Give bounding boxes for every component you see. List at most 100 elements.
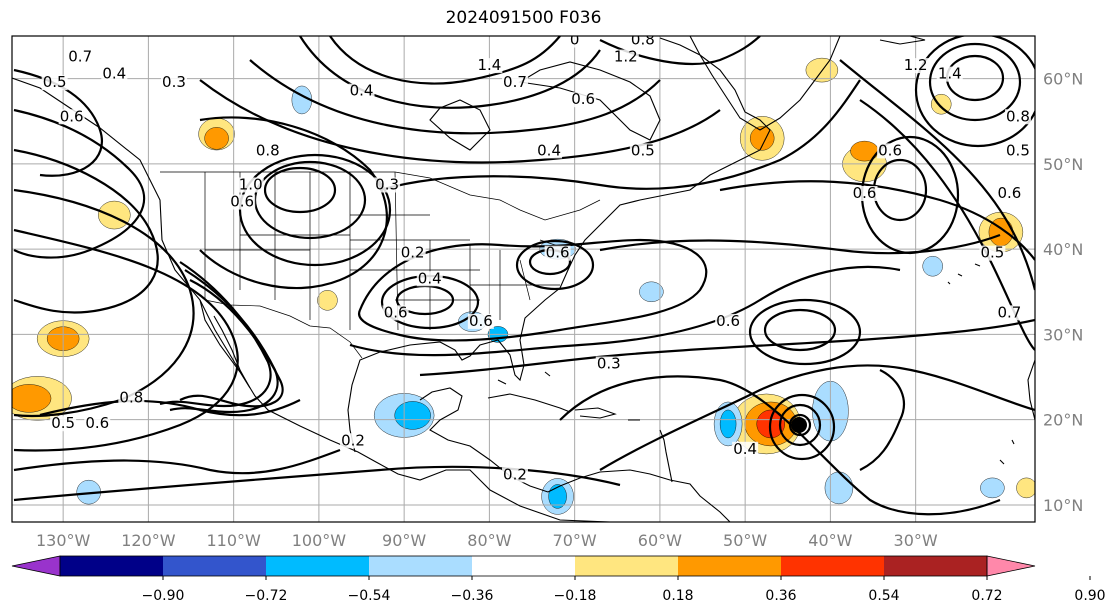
- coastline-north-america: [12, 37, 771, 522]
- contour-label-halo: [902, 58, 929, 74]
- colorbar-tick-label: 0.36: [765, 588, 796, 604]
- contour-label-halo: [58, 109, 85, 125]
- colorbar-tick-label: 0.72: [971, 588, 1002, 604]
- contour-label: 0.5: [51, 414, 75, 432]
- contour-label-halo: [348, 83, 375, 99]
- contour-label: 0.4: [537, 141, 561, 159]
- contour-label: 0.8: [631, 31, 655, 49]
- contour-label: 0.6: [571, 90, 595, 108]
- contour-line: [559, 375, 1001, 516]
- contour-label: 0.3: [375, 175, 399, 193]
- contour-label-halo: [979, 245, 1006, 261]
- contour-label-halo: [996, 305, 1023, 321]
- colorbar-outline: [59, 555, 988, 577]
- contour-label: 0.6: [230, 193, 254, 211]
- contour-line: [763, 308, 837, 352]
- contour-label: 1.2: [904, 56, 928, 74]
- colorbar-bin: [884, 556, 987, 576]
- contour-line: [13, 448, 341, 475]
- contour-label: 0.2: [401, 244, 425, 262]
- anomaly-patch: [317, 290, 338, 311]
- contour-line: [299, 36, 601, 109]
- colorbar-bin: [575, 556, 678, 576]
- contour-line: [13, 188, 195, 418]
- contour-label: 0.5: [1006, 141, 1030, 159]
- latitude-label: 50°N: [1043, 155, 1083, 174]
- colorbar-extend-low: [11, 555, 61, 577]
- contour-label: 0.4: [418, 269, 442, 287]
- contour-label: 1.2: [614, 48, 638, 66]
- contour-label: 0.6: [384, 303, 408, 321]
- contour-label: 0.5: [980, 244, 1004, 262]
- colorbar-bin: [163, 556, 266, 576]
- anomaly-patch: [824, 471, 854, 505]
- colorbar-tick-labels: −0.90 −0.72 −0.54 −0.36 −0.18 0.18 0.36 0.54 0.7…: [142, 576, 1105, 604]
- contour-label-halo: [996, 186, 1023, 201]
- colorbar-tick-label: −0.72: [245, 588, 288, 604]
- colorbar-bin: [369, 556, 472, 576]
- anomaly-patch: [719, 409, 737, 439]
- anomaly-patch: [394, 401, 431, 430]
- latitude-label: 10°N: [1043, 496, 1083, 515]
- contour-line: [13, 108, 146, 259]
- latitude-label: 40°N: [1043, 240, 1083, 259]
- anomaly-patch: [922, 256, 943, 277]
- latitude-label: 60°N: [1043, 70, 1083, 89]
- latitude-label: 30°N: [1043, 325, 1083, 344]
- contour-label-halo: [67, 49, 94, 65]
- longitude-label: 60°W: [638, 531, 682, 550]
- latitude-labels: 10°N 20°N 30°N 40°N 50°N 60°N: [1043, 70, 1083, 515]
- contour-label-halo: [416, 271, 443, 287]
- longitude-label: 130°W: [36, 531, 91, 550]
- contour-line: [515, 239, 595, 291]
- anomaly-patch: [931, 94, 952, 115]
- contour-label: 0.4: [102, 65, 126, 83]
- longitude-label: 110°W: [206, 531, 261, 550]
- contour-line: [599, 364, 1035, 471]
- contour-line: [914, 36, 1035, 148]
- contour-line: [379, 79, 861, 192]
- anomaly-patch: [98, 200, 131, 230]
- contour-label-halo: [467, 313, 494, 329]
- contour-label: 0.6: [997, 184, 1021, 202]
- contour-label: 0.4: [350, 82, 374, 100]
- colorbar-bin: [678, 556, 781, 576]
- contour-label: 0.7: [503, 73, 527, 91]
- anomaly-patch: [639, 281, 664, 302]
- contour-line: [419, 318, 1035, 377]
- contour-label-halo: [715, 313, 742, 329]
- contour-label: 0.5: [631, 141, 655, 159]
- contour-label-layer: 0.70.30.40.50.60.41.40.70 0.81.20.60.50.4…: [41, 31, 1031, 483]
- contour-label-halo: [732, 441, 759, 457]
- colorbar: [11, 555, 1036, 577]
- contour-line: [199, 79, 721, 164]
- contour-line: [13, 465, 621, 502]
- contour-label-halo: [50, 416, 77, 432]
- contour-label-halo: [118, 390, 145, 406]
- cyclone-center-marker: [791, 417, 807, 433]
- contour-label: 0.2: [341, 431, 365, 449]
- contour-label: 0.6: [878, 141, 902, 159]
- colorbar-bin: [781, 556, 884, 576]
- contour-line: [748, 298, 862, 366]
- contour-label: 0.8: [256, 141, 280, 159]
- contour-label-halo: [570, 92, 597, 108]
- contour-line: [859, 369, 905, 471]
- contour-label-halo: [1004, 143, 1031, 159]
- contour-label: 0: [570, 31, 580, 49]
- contour-label: 1.4: [477, 56, 501, 74]
- colorbar-tick-label: −0.36: [451, 588, 494, 604]
- contour-label-halo: [101, 66, 128, 82]
- contour-label-halo: [84, 416, 111, 432]
- anomaly-patch: [850, 140, 879, 162]
- contour-label-halo: [229, 194, 256, 210]
- colorbar-tick-label: 0.54: [868, 588, 899, 604]
- colorbar-extend-high: [986, 555, 1036, 577]
- contour-line: [839, 59, 1035, 291]
- contour-label-halo: [476, 58, 503, 74]
- contour-label-halo: [374, 177, 401, 193]
- longitude-labels: 130°W 120°W 110°W 100°W 90°W 80°W 70°W 60°W 50°W…: [36, 531, 938, 550]
- contour-line: [329, 36, 561, 85]
- contour-label: 0.6: [60, 107, 84, 125]
- contour-line: [599, 233, 1001, 255]
